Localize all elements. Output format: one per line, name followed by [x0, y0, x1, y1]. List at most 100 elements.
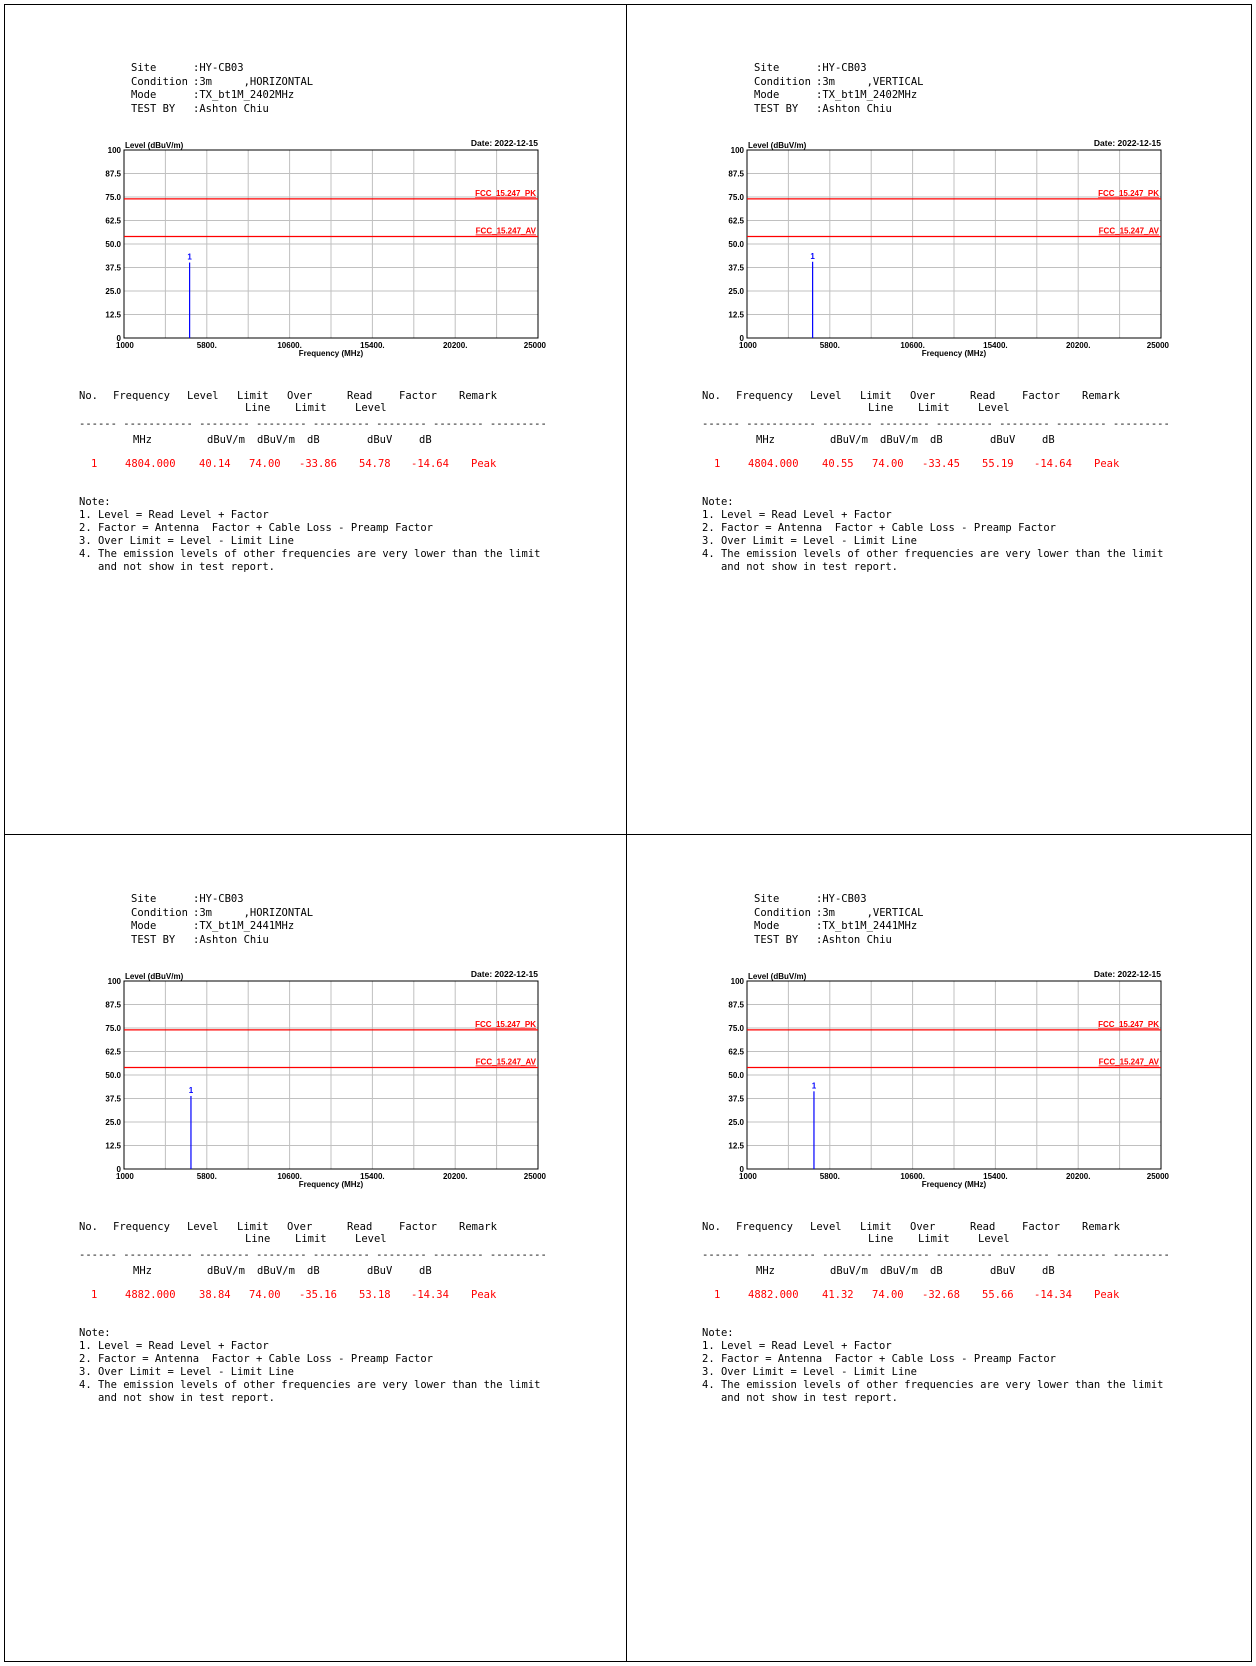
x-tick-label: 1000	[739, 341, 757, 350]
table-unit: dB	[1042, 1265, 1055, 1277]
header-value: :HY-CB03	[193, 893, 244, 905]
header-value: :HY-CB03	[816, 62, 867, 74]
header-row-mode: Mode:TX_bt1M_2441MHz	[754, 920, 923, 934]
table-unit: dB	[930, 1265, 943, 1277]
header-label: Condition	[754, 75, 811, 88]
table-row-cell: -33.86	[299, 458, 337, 470]
y-tick-label: 25.0	[728, 1118, 744, 1127]
note-line: Note:	[79, 496, 111, 508]
y-tick-label: 62.5	[105, 1048, 121, 1057]
y-axis-label: Level (dBuV/m)	[125, 141, 184, 150]
table-row-cell: 53.18	[359, 1289, 391, 1301]
notes-block: Note: 1. Level = Read Level + Factor 2. Fa…	[702, 1327, 1163, 1405]
table-row-cell: 74.00	[249, 1289, 281, 1301]
table-unit: MHz	[133, 1265, 152, 1277]
y-axis-label: Level (dBuV/m)	[748, 141, 807, 150]
header-row-test-by: TEST BY:Ashton Chiu	[754, 934, 923, 948]
plot-frame	[123, 980, 539, 1170]
header-row-condition: Condition:3m ,HORIZONTAL	[131, 76, 313, 90]
header-value: :TX_bt1M_2402MHz	[193, 89, 295, 101]
note-line: 2. Factor = Antenna Factor + Cable Loss …	[79, 522, 434, 534]
marker-label: 1	[812, 1081, 817, 1090]
table-header-line1: Read	[970, 390, 996, 402]
y-tick-label: 0	[740, 334, 745, 343]
table-unit: dBuV/m	[830, 1265, 868, 1277]
header-row-condition: Condition:3m ,VERTICAL	[754, 907, 923, 921]
table-header-line1: Level	[810, 1221, 842, 1233]
table-row-cell: Peak	[471, 1289, 497, 1301]
y-tick-label: 87.5	[105, 170, 121, 179]
x-tick-label: 15400.	[983, 1172, 1007, 1181]
limit-label: FCC_15.247_AV	[1099, 226, 1160, 235]
table-header-line1: Limit	[237, 1221, 269, 1233]
note-line: and not show in test report.	[79, 1392, 275, 1404]
note-line: 3. Over Limit = Level - Limit Line	[702, 1366, 917, 1378]
x-tick-label: 20200.	[1066, 341, 1090, 350]
table-unit: MHz	[133, 434, 152, 446]
table-header-line2: Limit	[295, 1233, 327, 1245]
table-row-cell: 40.55	[822, 458, 854, 470]
chart-svg: 0 12.5 25.0 37.5 50.0 62.5 75.0 87.5 100 1000 5800…	[728, 138, 1169, 358]
header-row-test-by: TEST BY:Ashton Chiu	[131, 934, 313, 948]
report-panel: Site:HY-CB03 Condition:3m ,VERTICAL Mode:T…	[627, 4, 1247, 832]
table-row-cell: Peak	[1094, 1289, 1120, 1301]
note-line: 1. Level = Read Level + Factor	[702, 1340, 892, 1352]
header-label: Condition	[131, 906, 188, 919]
x-tick-label: 5800.	[820, 341, 840, 350]
table-row-cell: -14.64	[1034, 458, 1072, 470]
header-value: :3m ,VERTICAL	[816, 75, 924, 88]
note-line: 4. The emission levels of other frequenc…	[79, 548, 541, 560]
table-row-cell: 54.78	[359, 458, 391, 470]
table-row-cell: -14.34	[1034, 1289, 1072, 1301]
y-tick-label: 87.5	[728, 1001, 744, 1010]
table-row-cell: 74.00	[872, 1289, 904, 1301]
header-label: Mode	[754, 89, 780, 101]
plot-frame	[123, 149, 539, 339]
table-unit: MHz	[756, 434, 775, 446]
x-tick-label: 20200.	[1066, 1172, 1090, 1181]
table-header-line2: Line	[245, 402, 271, 414]
y-tick-label: 0	[740, 1165, 745, 1174]
table-header-line1: Frequency	[736, 390, 793, 402]
y-tick-label: 50.0	[105, 240, 121, 249]
table-unit: dB	[930, 434, 943, 446]
header-label: TEST BY	[131, 102, 176, 115]
x-tick-label: 10600.	[900, 341, 924, 350]
table-header-line2: Level	[355, 402, 387, 414]
header-row-site: Site:HY-CB03	[754, 62, 923, 76]
x-tick-label: 1000	[739, 1172, 757, 1181]
table-header-line1: Factor	[399, 390, 437, 402]
table-unit: dBuV	[367, 1265, 393, 1277]
test-header: Site:HY-CB03 Condition:3m ,HORIZONTAL Mode…	[131, 62, 313, 116]
limit-label: FCC_15.247_PK	[475, 1020, 536, 1029]
limit-label: FCC_15.247_PK	[1098, 1020, 1159, 1029]
table-unit: dBuV/m	[880, 434, 918, 446]
report-panel: Site:HY-CB03 Condition:3m ,HORIZONTAL Mode…	[4, 4, 624, 832]
header-row-site: Site:HY-CB03	[754, 893, 923, 907]
table-unit: dBuV/m	[830, 434, 868, 446]
x-tick-label: 5800.	[197, 341, 217, 350]
y-axis-label: Level (dBuV/m)	[125, 972, 184, 981]
table-unit: dBuV	[367, 434, 393, 446]
y-tick-label: 100	[108, 146, 122, 155]
x-tick-label: 10600.	[900, 1172, 924, 1181]
chart-date: Date: 2022-12-15	[1094, 969, 1161, 979]
header-value: :Ashton Chiu	[816, 102, 892, 115]
table-row-cell: 4882.000	[748, 1289, 799, 1301]
header-row-condition: Condition :3m ,VERTICAL	[754, 76, 923, 90]
table-header-line1: No.	[79, 1221, 98, 1233]
emission-chart: 0 12.5 25.0 37.5 50.0 62.5 75.0 87.5 100 1000 5800…	[699, 969, 1179, 1209]
header-value: :3m ,HORIZONTAL	[193, 75, 314, 88]
y-tick-label: 100	[731, 977, 745, 986]
table-unit: dBuV/m	[207, 1265, 245, 1277]
table-header-line1: No.	[79, 390, 98, 402]
notes-block: Note: 1. Level = Read Level + Factor 2. Fa…	[79, 1327, 540, 1405]
header-label: Site	[131, 893, 157, 905]
header-row-test-by: TEST BY:Ashton Chiu	[131, 103, 313, 117]
note-line: 3. Over Limit = Level - Limit Line	[79, 1366, 294, 1378]
note-line: Note:	[702, 496, 734, 508]
x-tick-label: 1000	[116, 341, 134, 350]
table-row-cell: 40.14	[199, 458, 231, 470]
header-row-site: Site:HY-CB03	[131, 62, 313, 76]
note-line: Note:	[702, 1327, 734, 1339]
